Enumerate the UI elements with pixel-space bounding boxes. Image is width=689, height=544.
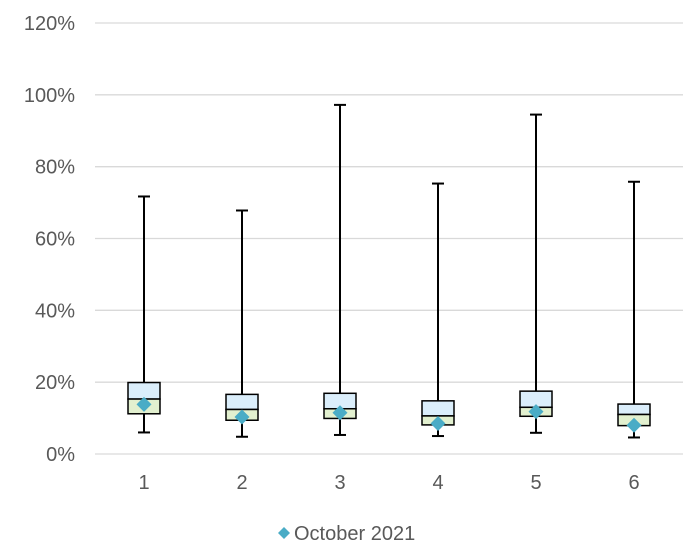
y-tick-label: 100% (24, 85, 75, 107)
series-point (234, 409, 250, 425)
upper-box (225, 393, 259, 411)
box-plot (323, 103, 357, 436)
series-point (430, 415, 446, 431)
legend-label: October 2021 (294, 523, 415, 544)
box-plot (225, 209, 259, 438)
series-markers (136, 396, 642, 433)
legend-marker-diamond (278, 527, 290, 539)
box-plots (127, 103, 651, 439)
upper-box (127, 381, 161, 400)
y-tick-label: 60% (35, 229, 75, 251)
box-plot (617, 180, 651, 439)
y-tick-label: 120% (24, 13, 75, 35)
y-tick-label: 20% (35, 372, 75, 394)
y-tick-label: 0% (46, 444, 75, 466)
upper-box (617, 403, 651, 416)
x-tick-label: 2 (236, 472, 247, 494)
upper-box (421, 400, 455, 417)
gridlines (95, 22, 683, 455)
series-point (626, 417, 642, 433)
x-tick-label: 5 (530, 472, 541, 494)
series-point (528, 404, 544, 420)
x-tick-label: 6 (628, 472, 639, 494)
x-axis-tick-labels: 1 2 3 4 5 6 (138, 472, 639, 494)
x-tick-label: 3 (334, 472, 345, 494)
series-point (136, 396, 152, 412)
box-plot (519, 113, 553, 434)
y-axis-tick-labels: 0% 20% 40% 60% 80% 100% 120% (24, 13, 75, 466)
x-tick-label: 4 (432, 472, 443, 494)
legend: October 2021 (278, 523, 415, 544)
x-tick-label: 1 (138, 472, 149, 494)
y-tick-label: 40% (35, 300, 75, 322)
y-tick-label: 80% (35, 157, 75, 179)
series-point (332, 405, 348, 421)
